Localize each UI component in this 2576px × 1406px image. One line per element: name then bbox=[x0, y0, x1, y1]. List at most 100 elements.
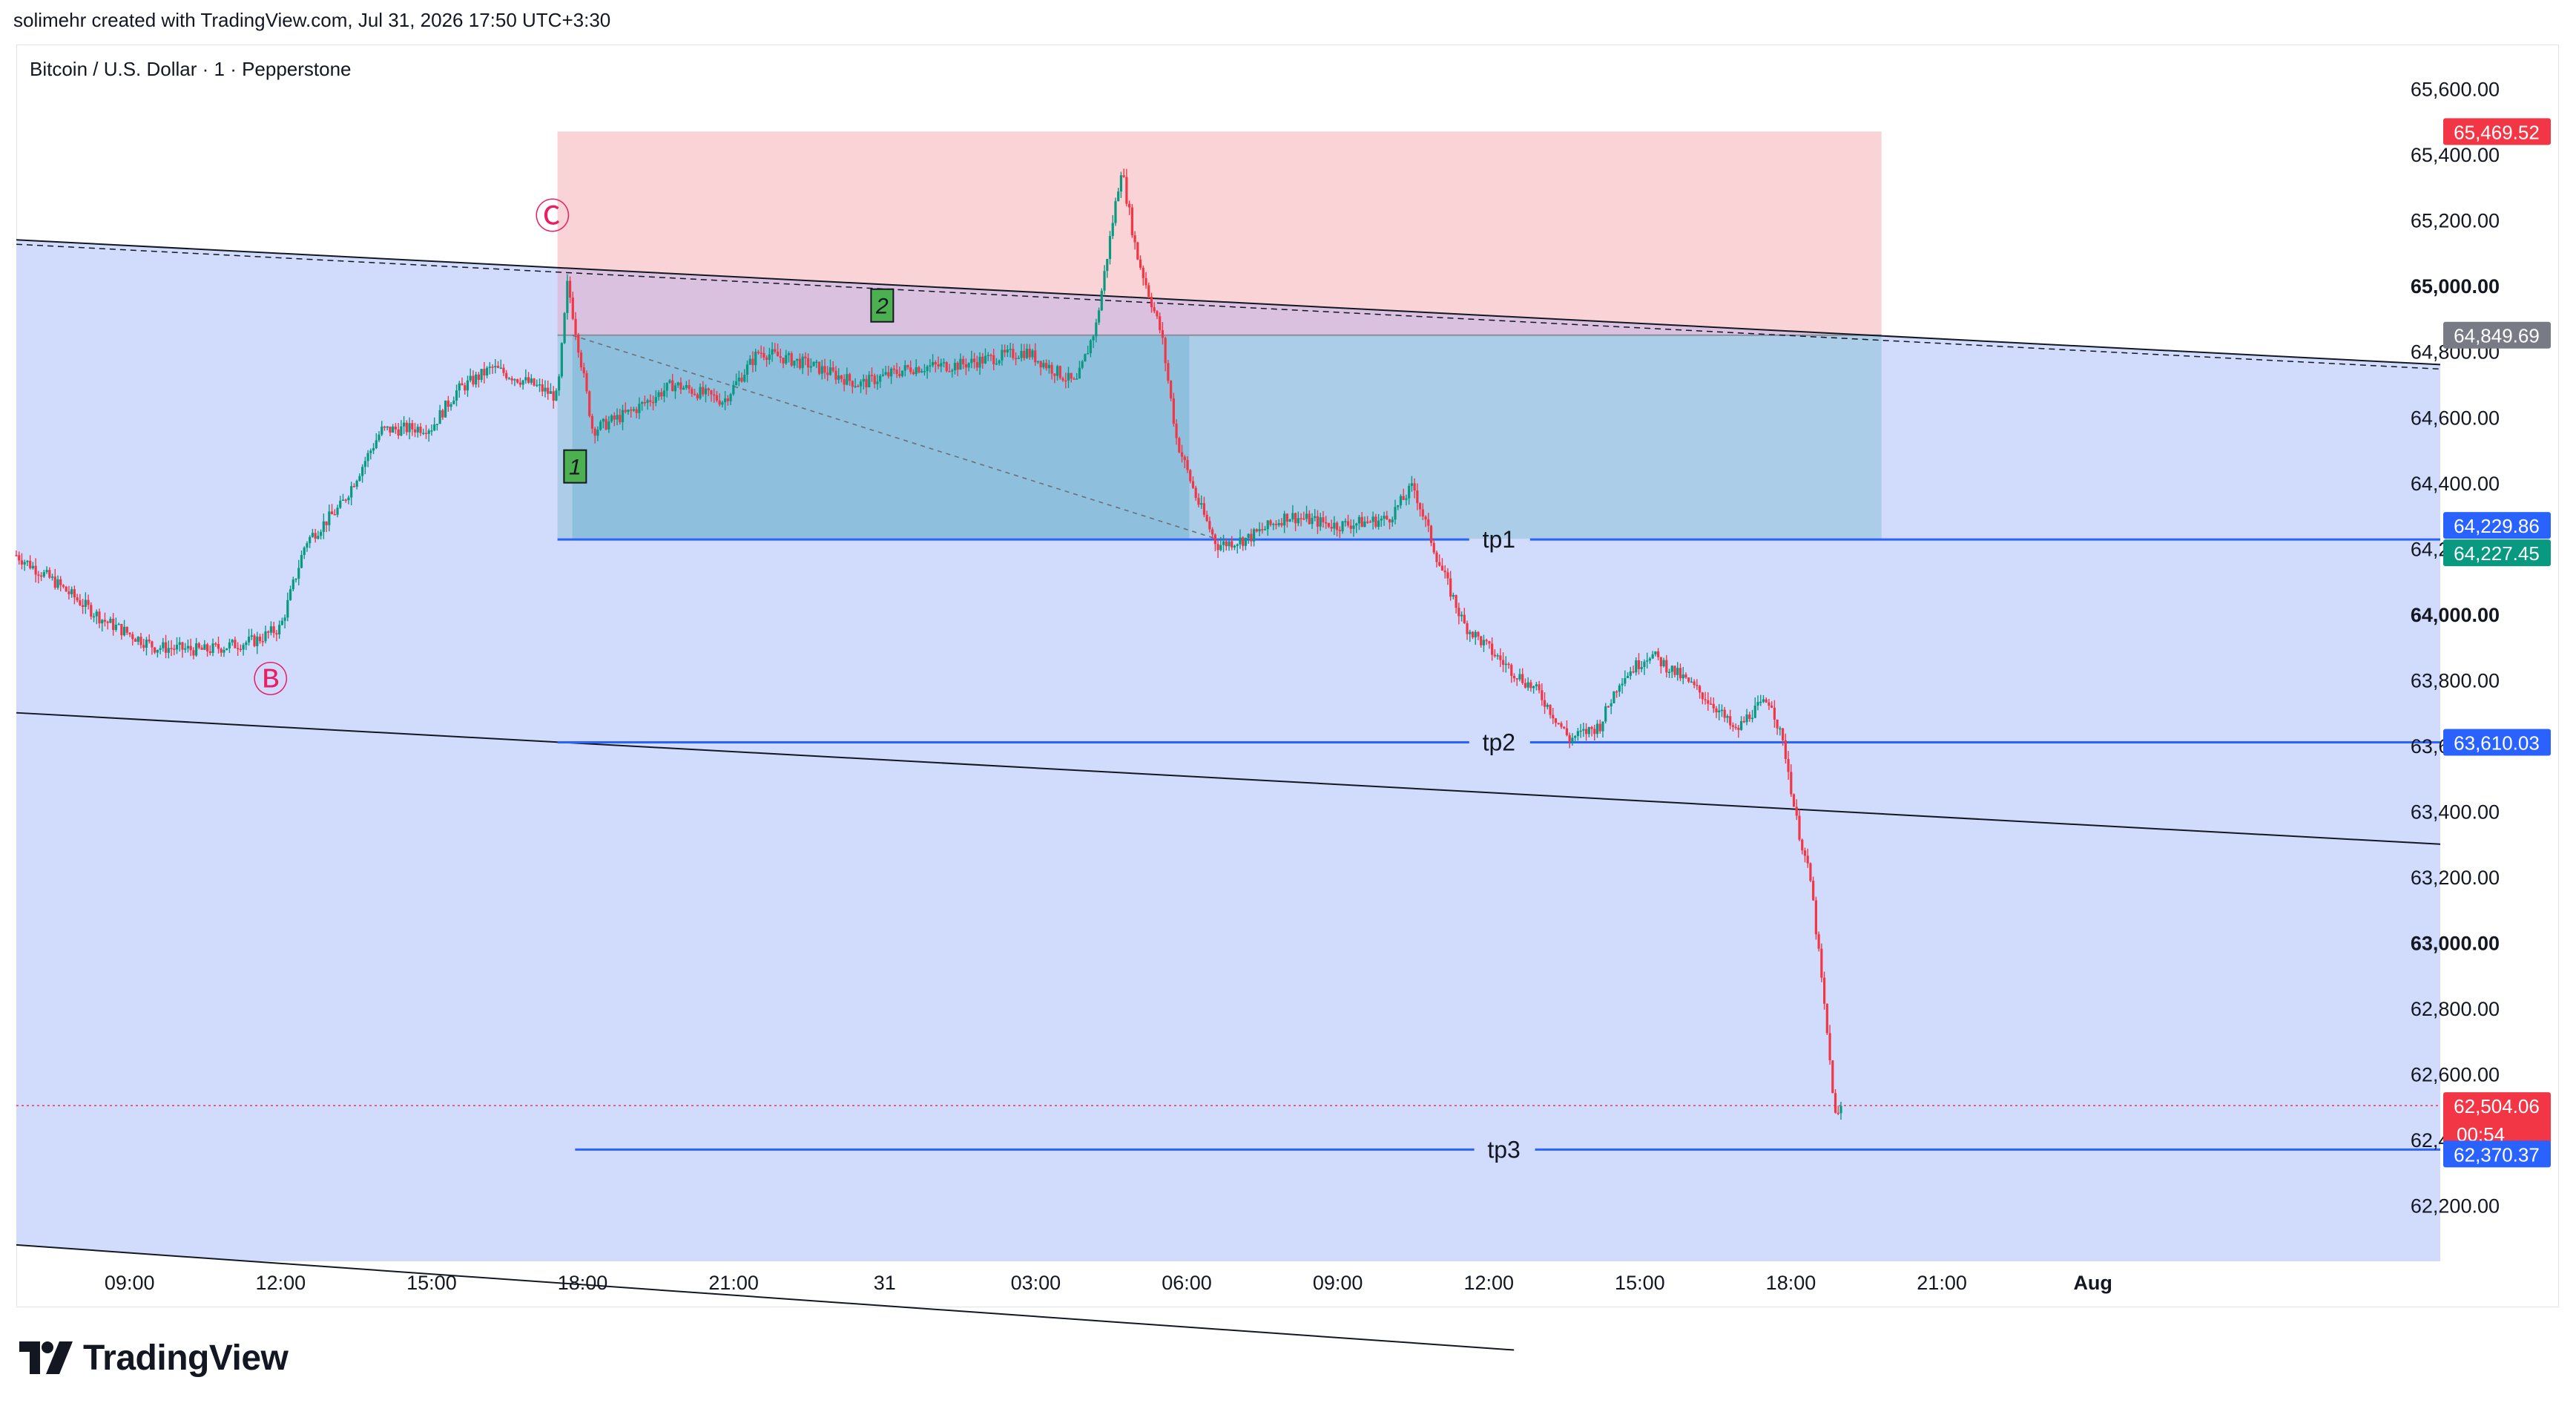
candle-body bbox=[1047, 364, 1050, 369]
candle-body bbox=[278, 625, 281, 635]
candle-body bbox=[92, 616, 96, 618]
candle-body bbox=[1615, 691, 1618, 693]
candle-body bbox=[1416, 490, 1419, 504]
candle-body bbox=[967, 363, 970, 368]
candle-body bbox=[154, 647, 157, 653]
candle-body bbox=[461, 383, 464, 386]
candle-body bbox=[422, 433, 425, 435]
candle-body bbox=[1311, 518, 1314, 525]
candle-body bbox=[1765, 699, 1768, 703]
candle-body bbox=[1410, 483, 1413, 486]
candle-body bbox=[452, 400, 455, 404]
candle-body bbox=[267, 631, 270, 633]
candle-body bbox=[951, 370, 954, 372]
candle-body bbox=[1629, 671, 1632, 676]
candle-body bbox=[1707, 700, 1710, 704]
candle-body bbox=[668, 380, 671, 383]
candle-body bbox=[530, 378, 533, 383]
candle-body bbox=[375, 440, 378, 449]
candle-body bbox=[992, 355, 995, 364]
y-tick-label: 64,000.00 bbox=[2411, 604, 2500, 626]
candle-body bbox=[1820, 948, 1823, 978]
candle-body bbox=[211, 643, 214, 653]
candle-body bbox=[1228, 541, 1231, 547]
candle-body bbox=[732, 384, 735, 395]
candle-body bbox=[1161, 329, 1165, 338]
candle-body bbox=[679, 382, 682, 390]
y-tick-label: 63,200.00 bbox=[2411, 867, 2500, 889]
candle-body bbox=[1565, 728, 1569, 735]
candle-body bbox=[1100, 290, 1103, 311]
candle-body bbox=[1130, 207, 1133, 236]
candle-body bbox=[796, 358, 799, 361]
candle-body bbox=[178, 642, 181, 645]
candle-body bbox=[715, 395, 719, 401]
candle-body bbox=[801, 356, 804, 369]
candle-body bbox=[1119, 175, 1123, 192]
candle-body bbox=[1167, 363, 1170, 381]
candle-body bbox=[1147, 285, 1150, 298]
candle-body bbox=[1178, 438, 1181, 453]
candle-body bbox=[868, 375, 871, 387]
candle-body bbox=[602, 418, 605, 422]
candle-body bbox=[865, 378, 868, 387]
candle-body bbox=[1460, 614, 1463, 617]
candle-body bbox=[491, 367, 494, 368]
candle-body bbox=[1316, 516, 1320, 527]
candle-body bbox=[1253, 529, 1256, 542]
candle-body bbox=[1031, 350, 1034, 358]
candle-body bbox=[505, 372, 508, 378]
candle-body bbox=[1779, 728, 1782, 730]
candle-body bbox=[964, 364, 967, 368]
candle-body bbox=[1277, 523, 1280, 525]
candle-body bbox=[870, 375, 874, 376]
candle-body bbox=[1236, 544, 1239, 546]
candle-body bbox=[1128, 203, 1131, 208]
candle-body bbox=[170, 648, 173, 649]
candle-body bbox=[1117, 191, 1120, 202]
candle-body bbox=[1391, 519, 1394, 523]
price-badge-label: 62,370.37 bbox=[2454, 1143, 2540, 1166]
candle-body bbox=[131, 634, 134, 640]
candle-body bbox=[859, 381, 863, 387]
candle-body bbox=[1563, 726, 1566, 729]
candle-body bbox=[516, 379, 519, 383]
candle-body bbox=[605, 418, 607, 430]
candle-body bbox=[588, 391, 591, 416]
candle-body bbox=[1466, 622, 1469, 634]
candle-body bbox=[691, 389, 694, 394]
candle-body bbox=[1507, 663, 1510, 666]
candle-body bbox=[1515, 678, 1518, 680]
candle-body bbox=[247, 637, 251, 643]
candle-body bbox=[62, 585, 65, 587]
candle-body bbox=[1626, 675, 1630, 678]
candle-body bbox=[369, 450, 372, 453]
price-badge-label: 64,227.45 bbox=[2454, 542, 2540, 565]
candle-body bbox=[1438, 562, 1441, 566]
y-tick-label: 65,200.00 bbox=[2411, 210, 2500, 232]
candle-body bbox=[483, 369, 486, 375]
candle-body bbox=[84, 599, 87, 607]
candle-body bbox=[394, 426, 398, 430]
candle-body bbox=[1288, 519, 1291, 522]
candle-body bbox=[1327, 522, 1331, 528]
candle-body bbox=[829, 367, 832, 375]
candle-body bbox=[834, 370, 837, 380]
candle-body bbox=[1643, 661, 1646, 667]
candle-body bbox=[53, 576, 56, 588]
candle-body bbox=[774, 349, 777, 352]
candle-body bbox=[286, 599, 289, 618]
candle-body bbox=[673, 385, 677, 392]
candle-body bbox=[1344, 521, 1347, 522]
candle-body bbox=[1557, 723, 1560, 724]
candle-body bbox=[1756, 702, 1759, 706]
candle-body bbox=[1039, 361, 1042, 368]
candle-body bbox=[1648, 658, 1652, 661]
candle-body bbox=[718, 400, 721, 405]
candle-body bbox=[630, 410, 633, 411]
candle-body bbox=[1834, 1093, 1837, 1113]
price-badge-62,504.06 bbox=[2443, 1092, 2551, 1149]
candle-body bbox=[411, 423, 414, 430]
candle-body bbox=[1070, 372, 1073, 379]
